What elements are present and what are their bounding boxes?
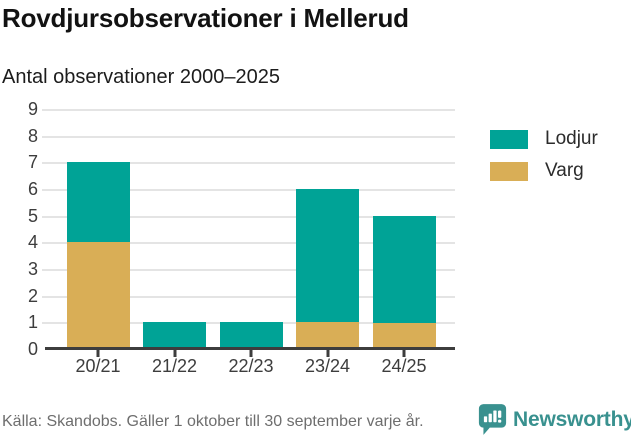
gridline-y7 bbox=[42, 162, 455, 164]
newsworthy-icon bbox=[478, 404, 507, 435]
y-tick-label: 5 bbox=[27, 206, 38, 226]
x-tick-label: 23/24 bbox=[304, 356, 351, 376]
x-tick-20/21 bbox=[96, 350, 100, 357]
gridline-y3 bbox=[42, 269, 455, 271]
x-tick-22/23 bbox=[249, 350, 253, 357]
page-title: Rovdjursobservationer i Mellerud bbox=[2, 3, 409, 33]
x-tick-label: 22/23 bbox=[228, 356, 274, 376]
brand-name: Newsworthy bbox=[513, 407, 631, 431]
legend-item-lodjur: Lodjur bbox=[490, 128, 598, 150]
y-tick-label: 7 bbox=[27, 152, 38, 172]
legend-swatch-lodjur bbox=[490, 129, 528, 149]
y-tick-label: 0 bbox=[27, 339, 38, 359]
legend-label: Varg bbox=[545, 160, 584, 181]
bar-segment-lodjur-21/22 bbox=[143, 322, 206, 349]
chart-legend: Lodjur Varg bbox=[490, 128, 598, 192]
legend-item-varg: Varg bbox=[490, 160, 598, 182]
gridline-y2 bbox=[42, 296, 455, 298]
y-tick-label: 6 bbox=[27, 179, 38, 199]
legend-label: Lodjur bbox=[545, 128, 598, 149]
x-tick-21/22 bbox=[173, 350, 176, 357]
gridline-y6 bbox=[42, 189, 455, 191]
x-tick-23/24 bbox=[326, 350, 329, 357]
x-tick-label: 21/22 bbox=[151, 356, 198, 376]
gridline-y4 bbox=[42, 242, 455, 244]
x-tick-24/25 bbox=[402, 350, 406, 357]
y-tick-label: 3 bbox=[27, 259, 38, 279]
y-tick-label: 2 bbox=[27, 286, 38, 306]
bar-segment-varg-23/24 bbox=[296, 322, 359, 349]
gridline-y5 bbox=[42, 216, 455, 218]
y-tick-label: 8 bbox=[27, 126, 38, 146]
legend-swatch-varg bbox=[490, 161, 528, 181]
gridline-y9 bbox=[42, 109, 455, 111]
bar-segment-varg-24/25 bbox=[373, 322, 436, 349]
bar-segment-lodjur-23/24 bbox=[296, 189, 359, 322]
x-tick-label: 20/21 bbox=[75, 356, 121, 376]
x-axis-line bbox=[45, 347, 455, 350]
bar-segment-varg-20/21 bbox=[67, 242, 130, 349]
y-tick-label: 1 bbox=[27, 312, 38, 332]
chart-subtitle: Antal observationer 2000–2025 bbox=[2, 66, 280, 88]
y-tick-label: 4 bbox=[27, 232, 38, 252]
source-note: Källa: Skandobs. Gäller 1 oktober till 3… bbox=[2, 413, 424, 430]
bar-segment-lodjur-24/25 bbox=[373, 216, 436, 323]
bar-segment-lodjur-20/21 bbox=[67, 162, 130, 242]
bar-segment-lodjur-22/23 bbox=[220, 322, 283, 349]
gridline-y8 bbox=[42, 136, 455, 138]
x-tick-label: 24/25 bbox=[381, 356, 427, 376]
brand-logo: Newsworthy bbox=[478, 403, 631, 436]
y-tick-label: 9 bbox=[27, 99, 38, 119]
